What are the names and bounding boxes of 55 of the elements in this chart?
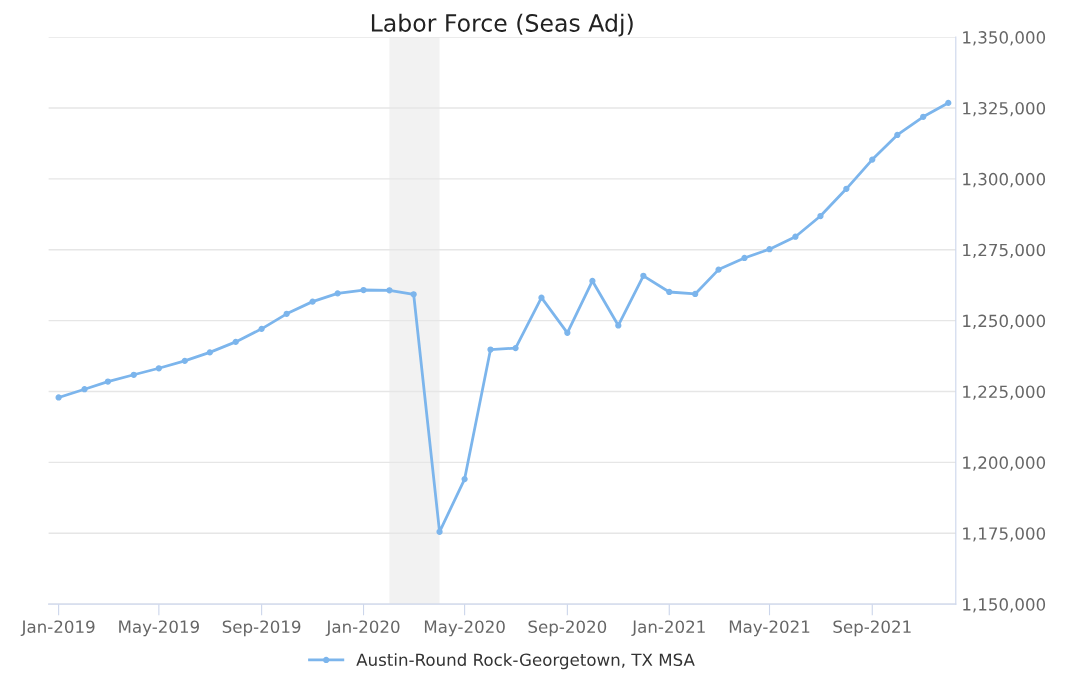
point	[512, 344, 519, 352]
point	[945, 99, 952, 107]
chart-title: Labor Force (Seas Adj)	[371, 13, 633, 37]
point	[232, 338, 239, 346]
x-tick-label: Jan-2020	[325, 620, 400, 637]
point	[538, 294, 545, 301]
point	[181, 357, 188, 365]
x-tick-label: Jan-2019	[20, 620, 95, 637]
point	[766, 246, 773, 253]
y-tick-label: 1,300,000	[963, 172, 1046, 188]
point	[130, 371, 137, 378]
point	[436, 528, 443, 535]
point	[666, 288, 673, 296]
point	[461, 475, 468, 483]
y-tick-label: 1,250,000	[963, 314, 1046, 329]
y-tick-label: 1,150,000	[963, 598, 1046, 613]
point	[715, 266, 722, 273]
point	[843, 185, 850, 192]
point	[334, 290, 341, 297]
x-tick-label: May-2021	[729, 620, 810, 637]
y-tick-label: 1,175,000	[963, 527, 1046, 542]
point	[81, 386, 88, 393]
point	[206, 349, 213, 356]
point	[55, 394, 62, 401]
legend-label: Austin-Round Rock-Georgetown, TX MSA	[356, 653, 695, 670]
point	[360, 286, 367, 294]
point	[386, 287, 393, 294]
point	[817, 212, 824, 220]
x-tick-label: May-2020	[424, 620, 505, 637]
point	[258, 325, 265, 332]
x-tick-label: Jan-2021	[631, 620, 705, 637]
x-tick-label: Sep-2019	[222, 620, 301, 637]
x-tick-label: May-2019	[119, 620, 199, 637]
point	[104, 378, 112, 385]
point	[309, 298, 316, 305]
y-tick-label: 1,325,000	[963, 101, 1046, 117]
point	[487, 346, 494, 353]
y-tick-label: 1,350,000	[963, 31, 1046, 46]
point	[640, 272, 647, 279]
y-tick-label: 1,200,000	[963, 456, 1046, 471]
point	[894, 131, 901, 139]
y-tick-label: 1,275,000	[963, 243, 1046, 259]
point	[792, 233, 799, 240]
point	[869, 156, 876, 163]
x-tick-label: Sep-2021	[833, 620, 911, 637]
point	[410, 291, 417, 298]
point	[920, 113, 927, 120]
x-tick-label: Sep-2020	[528, 620, 607, 637]
y-tick-label: 1,225,000	[963, 385, 1046, 400]
point	[692, 290, 699, 298]
point	[564, 329, 571, 336]
point	[615, 322, 622, 329]
point	[741, 254, 748, 262]
point	[155, 365, 162, 372]
point	[283, 310, 290, 317]
